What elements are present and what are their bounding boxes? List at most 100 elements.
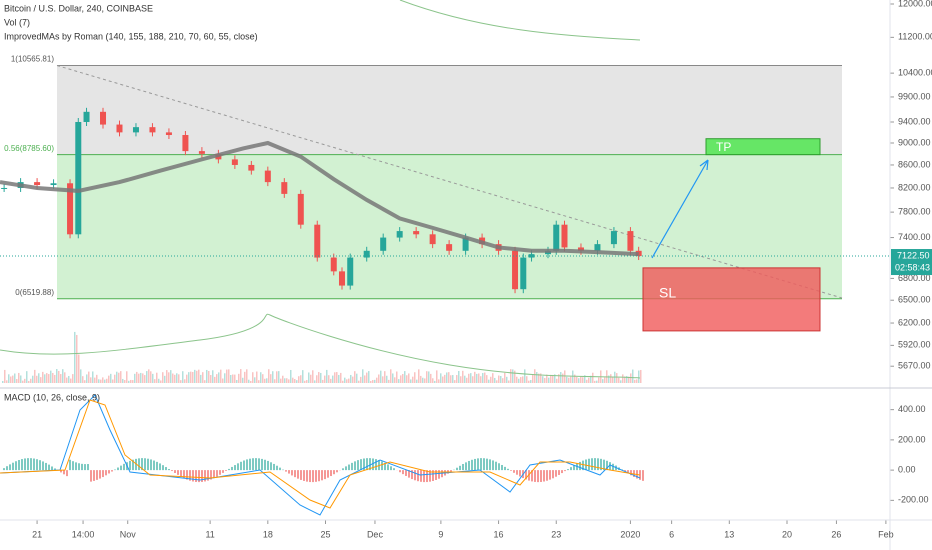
macd-hist [33,458,35,471]
volume-bar [472,376,474,383]
candle [627,231,634,251]
candle [512,250,519,290]
volume-bar [474,371,476,383]
macd-hist [198,470,200,483]
volume-bar [404,371,406,383]
target-box [642,267,821,332]
volume-bar [10,376,12,383]
volume-bar [352,376,354,383]
volume-bar [66,377,68,383]
volume-bar [164,375,166,383]
volume-bar [90,377,92,383]
volume-bar [504,372,506,383]
volume-bar [302,370,304,383]
macd-hist [123,463,125,471]
volume-bar [430,373,432,383]
macd-hist [642,470,644,481]
volume-bar [436,370,438,383]
macd-hist [48,464,50,471]
macd-hist [462,464,464,471]
volume-bar [560,372,562,383]
macd-hist [231,466,233,471]
volume-bar [4,369,6,383]
volume-bar [104,379,106,383]
volume-bar [552,374,554,383]
y-tick-label: 6200.00 [898,317,931,327]
volume-bar [18,372,20,383]
macd-hist [573,465,575,471]
candle [429,234,436,245]
x-tick-label: Dec [367,529,384,539]
candle [281,182,288,194]
macd-hist [312,470,314,483]
candle [553,224,560,251]
volume-bar [628,376,630,383]
volume-bar [578,378,580,383]
volume-bar [582,377,584,383]
volume-bar [204,380,206,383]
macd-hist [42,461,44,471]
macd-hist [36,459,38,471]
macd-hist [180,470,182,477]
projection-arrow [651,159,709,259]
macd-hist [540,470,542,482]
volume-bar [378,374,380,383]
macd-hist [255,458,257,471]
volume-bar [56,369,58,383]
macd-hist [90,470,92,482]
volume-bar [510,369,512,383]
volume-ma [0,313,641,379]
macd-hist [45,462,47,471]
volume-bar [304,380,306,383]
volume-bar [452,375,454,383]
volume-bar [636,379,638,383]
macd-hist [564,470,566,472]
macd-hist [237,463,239,471]
volume-bar [26,371,28,383]
volume-bar [396,371,398,383]
candle [165,132,172,136]
volume-bar [170,370,172,383]
y-tick-label: 9000.00 [898,137,931,147]
volume-bar [144,375,146,383]
volume-bar [460,376,462,383]
moving-average [0,140,639,257]
volume-bar [76,334,78,383]
volume-bar [570,376,572,383]
signal-line [0,399,641,509]
x-tick-label: 26 [831,529,841,539]
volume-bar [172,373,174,383]
macd-hist [381,461,383,471]
volume-bar [20,375,22,383]
macd-hist [330,470,332,477]
macd-hist [549,470,551,480]
candle [149,127,156,133]
volume-bar [242,377,244,383]
macd-hist [606,460,608,471]
volume-bar [408,373,410,383]
macd-hist [189,470,191,481]
macd-hist [15,461,17,471]
macd-hist [366,458,368,471]
macd-hist [111,470,113,472]
last-price-label: 7122.50 [897,250,930,260]
macd-hist [513,470,515,473]
volume-bar [246,369,248,383]
candle [413,231,420,235]
macd-hist [210,470,212,480]
macd-hist [291,470,293,476]
macd-hist [600,458,602,471]
macd-hist [117,467,119,471]
volume-bar [440,373,442,383]
volume-bar [324,375,326,383]
volume-bar [554,374,556,383]
volume-bar [338,374,340,383]
x-tick-label: 21 [32,529,42,539]
macd-hist [192,470,194,482]
macd-hist [174,470,176,473]
macd-hist [186,470,188,480]
volume-bar [64,372,66,383]
volume-bar [272,371,274,383]
macd-hist [105,470,107,476]
volume-bar [558,374,560,383]
